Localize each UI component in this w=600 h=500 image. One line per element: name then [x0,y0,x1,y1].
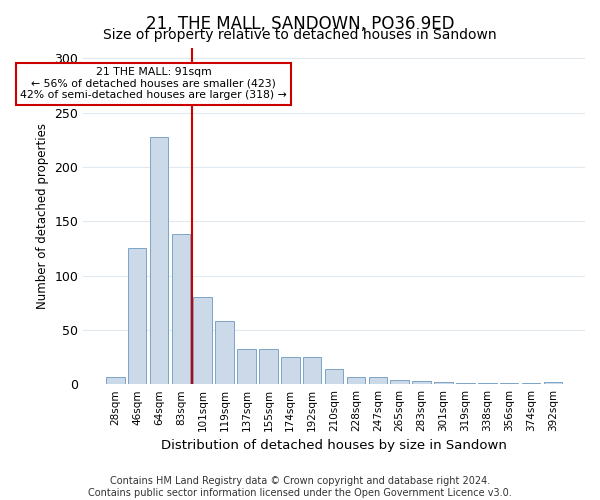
Bar [303,357,322,384]
Bar [259,350,278,384]
Bar [347,376,365,384]
Bar [500,383,518,384]
Bar [237,350,256,384]
Bar [172,234,190,384]
Bar [478,383,497,384]
X-axis label: Distribution of detached houses by size in Sandown: Distribution of detached houses by size … [161,440,507,452]
Bar [434,382,453,384]
Text: Size of property relative to detached houses in Sandown: Size of property relative to detached ho… [103,28,497,42]
Text: 21 THE MALL: 91sqm
← 56% of detached houses are smaller (423)
42% of semi-detach: 21 THE MALL: 91sqm ← 56% of detached hou… [20,67,287,100]
Bar [544,382,562,384]
Text: 21, THE MALL, SANDOWN, PO36 9ED: 21, THE MALL, SANDOWN, PO36 9ED [146,15,454,33]
Bar [391,380,409,384]
Bar [193,298,212,384]
Bar [412,381,431,384]
Bar [456,383,475,384]
Bar [522,383,541,384]
Bar [215,321,234,384]
Bar [368,376,387,384]
Bar [128,248,146,384]
Bar [106,376,125,384]
Y-axis label: Number of detached properties: Number of detached properties [36,123,49,309]
Bar [281,357,299,384]
Text: Contains HM Land Registry data © Crown copyright and database right 2024.
Contai: Contains HM Land Registry data © Crown c… [88,476,512,498]
Bar [325,369,343,384]
Bar [150,136,169,384]
